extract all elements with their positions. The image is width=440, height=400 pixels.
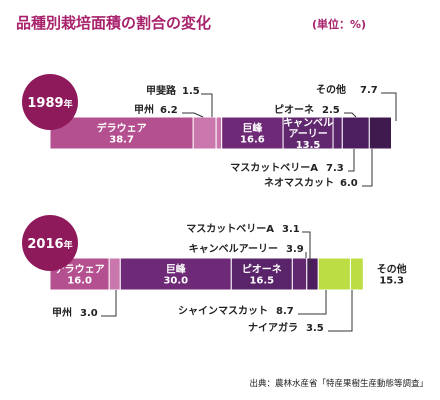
callout-leader	[302, 231, 311, 270]
callout-label: ピオーネ	[274, 104, 314, 116]
segment-label: デラウェア	[55, 263, 105, 276]
segment-value: 38.7	[109, 135, 134, 146]
source-note: 出典：農林水産省「特産果樹生産動態等調査」	[249, 378, 428, 389]
segment-label: その他	[377, 263, 407, 276]
segment-label: デラウェア	[97, 122, 147, 135]
bar-segment	[215, 116, 223, 150]
callout-leader	[298, 290, 327, 315]
segment-label: 巨峰	[166, 263, 187, 276]
callout-value: 7.7	[360, 85, 378, 96]
callout-value: 2.5	[322, 105, 340, 116]
year-label: 2016年	[27, 237, 72, 252]
callout-value: 3.5	[306, 323, 324, 334]
unit-label: (単位：%)	[312, 17, 366, 31]
bar-segment	[368, 116, 393, 150]
bar-segment	[192, 116, 217, 150]
bar-segment	[108, 257, 121, 291]
callout-leader	[201, 93, 213, 117]
callout-label: 甲斐路	[146, 84, 177, 97]
callout-label: マスカットベリーA	[186, 223, 274, 235]
bar-segment	[49, 116, 194, 150]
callout-value: 8.7	[276, 306, 294, 317]
segment-label: 巨峰	[242, 122, 263, 135]
segment-value: 30.0	[163, 276, 188, 287]
segment-value: 16.6	[240, 135, 265, 146]
callout-leader	[328, 290, 353, 332]
segment-value: 13.5	[296, 140, 321, 151]
segment-label: キャンベル	[283, 117, 333, 129]
bar-segment	[332, 116, 343, 150]
callout-label: シャインマスカット	[178, 305, 268, 317]
year-label: 1989年	[27, 96, 72, 111]
year-suffix: 年	[64, 98, 73, 110]
callout-value: 3.1	[282, 224, 300, 235]
year-suffix: 年	[64, 239, 73, 251]
segment-label: ピオーネ	[242, 264, 282, 276]
callout-label: キャンベルアーリー	[189, 243, 278, 255]
callout-leader	[182, 112, 204, 118]
callout-label: ネオマスカット	[264, 177, 334, 189]
year-badge	[22, 74, 78, 130]
callout-label: 甲州	[52, 307, 72, 319]
bar-segment	[119, 257, 232, 291]
bar-segment	[317, 257, 351, 291]
bar-segment	[341, 116, 370, 150]
callout-label: マスカットベリーA	[230, 162, 318, 174]
callout-value: 3.0	[80, 308, 98, 319]
bar-segment	[230, 257, 293, 291]
segment-label: アーリー	[288, 128, 327, 140]
callout-value: 6.0	[340, 178, 358, 189]
segment-value: 16.0	[67, 276, 92, 287]
callout-leader	[348, 149, 355, 172]
bar-segment	[221, 116, 284, 150]
callout-leader	[344, 112, 357, 118]
callout-leader	[101, 290, 117, 317]
bar-segment	[306, 257, 319, 291]
bar-segment	[362, 257, 421, 291]
callout-label: ナイアガラ	[248, 321, 298, 334]
segment-value: 15.3	[379, 276, 404, 287]
callout-leader	[381, 92, 397, 121]
callout-value: 6.2	[160, 105, 178, 116]
callout-value: 7.3	[326, 163, 344, 174]
callout-value: 1.5	[182, 86, 200, 97]
callout-leader	[362, 149, 373, 187]
chart-title: 品種別栽培面積の割合の変化	[16, 14, 211, 32]
year-badge	[22, 215, 78, 271]
segment-value: 16.5	[249, 276, 274, 287]
callout-value: 3.9	[286, 244, 304, 255]
bar-segment	[349, 257, 364, 291]
bar-segment	[391, 116, 421, 150]
bar-segment	[291, 257, 308, 291]
bar-segment	[282, 116, 334, 150]
callout-label: その他	[316, 83, 346, 96]
callout-label: 甲州	[134, 104, 154, 116]
